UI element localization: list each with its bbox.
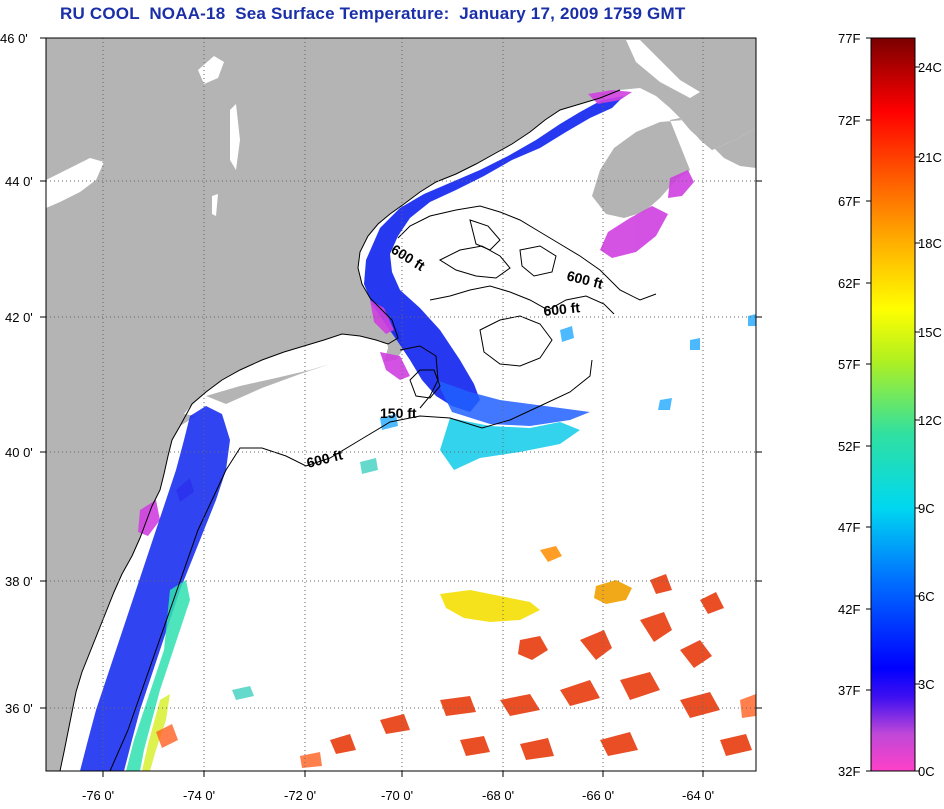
lon-label-66: -66 0' (582, 788, 614, 803)
land-long-island (206, 364, 330, 404)
lat-label-38: 38 0' (5, 574, 33, 589)
colorbar-c-15: 15C (918, 325, 942, 340)
sst-scattered-cyan (232, 458, 378, 700)
sst-mid-atlantic-shelf (80, 406, 230, 771)
colorbar-f-52: 52F (838, 439, 860, 454)
sst-south-patches (156, 694, 756, 768)
colorbar-c-6: 6C (918, 589, 935, 604)
lon-label-68: -68 0' (482, 788, 514, 803)
colorbar-c-18: 18C (918, 236, 942, 251)
sst-warm-eddy-yellow (440, 590, 540, 622)
colorbar-c-3: 3C (918, 677, 935, 692)
lat-label-40: 40 0' (5, 445, 33, 460)
map-frame (45, 37, 757, 772)
contour-label-150ft: 150 ft (380, 405, 417, 421)
colorbar-f-57: 57F (838, 357, 860, 372)
lon-label-76: -76 0' (82, 788, 114, 803)
sst-georges-bank-blue (436, 380, 590, 426)
colorbar-f-37: 37F (838, 683, 860, 698)
colorbar-f-67: 67F (838, 194, 860, 209)
colorbar-f-47: 47F (838, 520, 860, 535)
sst-warm-patch-orange-2 (540, 546, 562, 562)
sst-near-freezing (138, 90, 694, 536)
colorbar-c-9: 9C (918, 501, 935, 516)
lat-label-36: 36 0' (5, 701, 33, 716)
sst-southern-shelf-yellow (142, 694, 170, 771)
lon-label-74: -74 0' (183, 788, 215, 803)
colorbar-c-0: 0C (918, 764, 935, 779)
map-title: RU COOL NOAA-18 Sea Surface Temperature:… (60, 4, 686, 23)
colorbar-scale (870, 37, 916, 772)
lakes (46, 40, 700, 216)
colorbar-ticks (866, 37, 920, 772)
lat-label-42: 42 0' (5, 310, 33, 325)
sst-georges-bank (440, 418, 580, 470)
sst-southern-shelf-edge (126, 580, 190, 771)
sst-gulf-stream-patches (330, 574, 752, 760)
coastline (59, 89, 621, 771)
lon-label-72: -72 0' (284, 788, 316, 803)
lat-label-46: 46 0' (0, 31, 28, 46)
lon-label-70: -70 0' (381, 788, 413, 803)
sst-scattered-blue (380, 314, 756, 430)
colorbar-c-21: 21C (918, 150, 942, 165)
lat-label-44: 44 0' (5, 174, 33, 189)
colorbar-f-62: 62F (838, 276, 860, 291)
land-mainland (46, 38, 756, 771)
contour-label-600ft-mid: 600 ft (543, 299, 581, 319)
colorbar-f-72: 72F (838, 113, 860, 128)
colorbar-c-12: 12C (918, 413, 942, 428)
colorbar-f-32: 32F (838, 764, 860, 779)
colorbar-f-77: 77F (838, 31, 860, 46)
sst-gulf-of-maine-cold (364, 96, 624, 412)
lon-label-64: -64 0' (682, 788, 714, 803)
bathymetry-contours (109, 205, 657, 771)
frame-ticks (40, 37, 762, 777)
land-nova-scotia (592, 118, 756, 218)
colorbar-c-24: 24C (918, 60, 942, 75)
colorbar-f-42: 42F (838, 602, 860, 617)
